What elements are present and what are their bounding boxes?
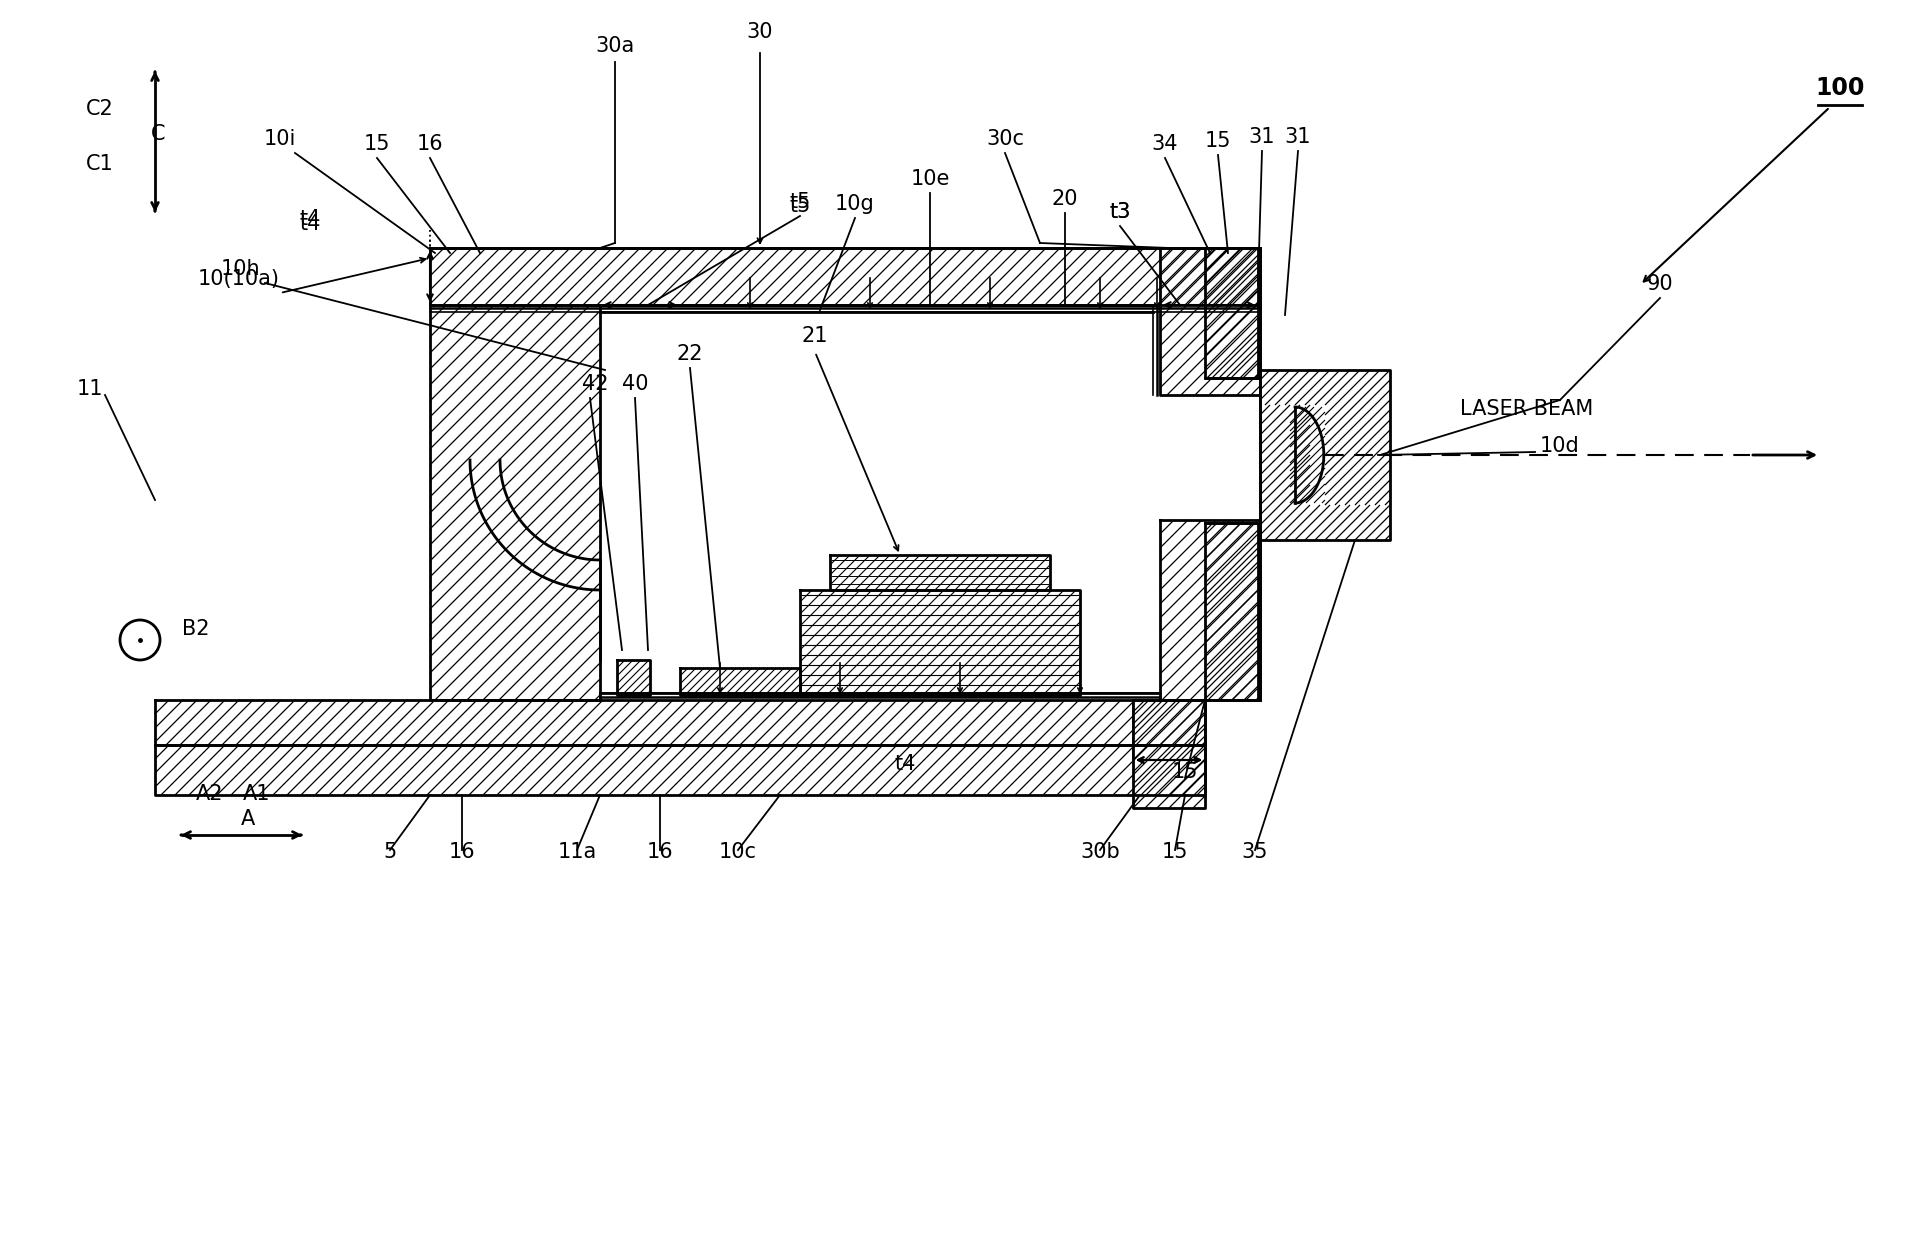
Text: 15: 15	[1161, 842, 1188, 862]
Text: t3: t3	[1110, 202, 1131, 222]
Text: 10e: 10e	[911, 170, 949, 188]
Text: 30b: 30b	[1081, 842, 1119, 862]
Text: LASER BEAM: LASER BEAM	[1459, 399, 1593, 420]
Text: t3: t3	[1110, 202, 1131, 222]
Text: 31: 31	[1249, 127, 1276, 147]
Text: 10(10a): 10(10a)	[199, 269, 281, 289]
Text: t5: t5	[789, 196, 810, 216]
Text: 5: 5	[384, 842, 397, 862]
Text: 30c: 30c	[986, 129, 1024, 149]
Text: t4: t4	[300, 214, 321, 234]
Text: 30: 30	[747, 23, 774, 41]
Text: A1: A1	[243, 784, 271, 804]
Text: 16: 16	[449, 842, 476, 862]
Text: 10i: 10i	[264, 129, 296, 149]
Text: C: C	[151, 124, 166, 144]
Text: 10d: 10d	[1539, 436, 1580, 456]
Text: 10g: 10g	[835, 193, 875, 214]
Text: 15: 15	[1171, 762, 1198, 782]
Text: 40: 40	[623, 374, 647, 394]
Text: 10c: 10c	[718, 842, 756, 862]
Text: 21: 21	[802, 327, 829, 345]
Text: 31: 31	[1285, 127, 1312, 147]
Text: C2: C2	[86, 99, 115, 119]
Text: 42: 42	[583, 374, 607, 394]
Text: 90: 90	[1646, 274, 1673, 294]
Text: 30a: 30a	[596, 36, 634, 57]
Text: t4: t4	[894, 754, 915, 774]
Text: 35: 35	[1242, 842, 1268, 862]
Text: t5: t5	[789, 192, 810, 212]
Text: 15: 15	[1205, 131, 1232, 151]
Text: 11a: 11a	[558, 842, 596, 862]
Text: 10h: 10h	[220, 259, 260, 279]
Text: A: A	[241, 809, 256, 829]
Text: 20: 20	[1052, 188, 1079, 208]
Text: 11: 11	[76, 379, 103, 399]
Text: 16: 16	[647, 842, 674, 862]
Text: 100: 100	[1814, 77, 1864, 100]
Text: 22: 22	[676, 344, 703, 364]
Text: A2: A2	[197, 784, 223, 804]
Text: C1: C1	[86, 154, 115, 175]
Text: B2: B2	[181, 619, 210, 639]
Text: 15: 15	[363, 134, 390, 154]
Text: t4: t4	[300, 208, 321, 229]
Text: 34: 34	[1152, 134, 1178, 154]
Text: 16: 16	[416, 134, 443, 154]
